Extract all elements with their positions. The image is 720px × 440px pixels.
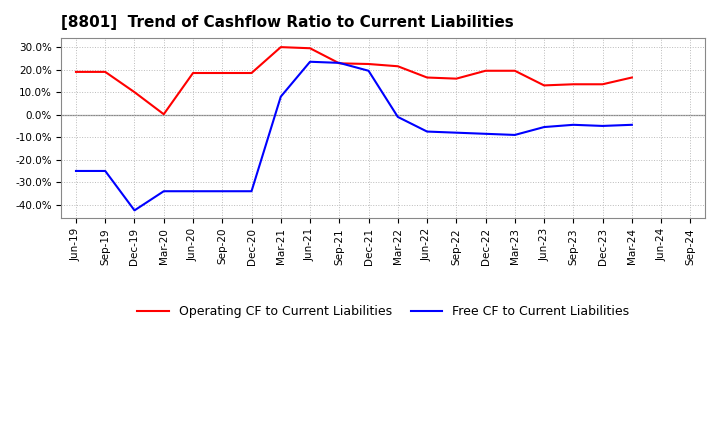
Line: Free CF to Current Liabilities: Free CF to Current Liabilities [76, 62, 632, 210]
Free CF to Current Liabilities [423, 129, 431, 134]
Free CF to Current Liabilities [510, 132, 519, 138]
Operating CF to Current Liabilities [189, 70, 197, 76]
Free CF to Current Liabilities [306, 59, 315, 64]
Free CF to Current Liabilities [159, 189, 168, 194]
Operating CF to Current Liabilities [452, 76, 461, 81]
Operating CF to Current Liabilities [276, 44, 285, 50]
Legend: Operating CF to Current Liabilities, Free CF to Current Liabilities: Operating CF to Current Liabilities, Fre… [132, 300, 634, 323]
Operating CF to Current Liabilities [569, 82, 577, 87]
Text: [8801]  Trend of Cashflow Ratio to Current Liabilities: [8801] Trend of Cashflow Ratio to Curren… [61, 15, 514, 30]
Operating CF to Current Liabilities [394, 64, 402, 69]
Operating CF to Current Liabilities [130, 89, 139, 95]
Free CF to Current Liabilities [569, 122, 577, 128]
Free CF to Current Liabilities [364, 68, 373, 73]
Operating CF to Current Liabilities [481, 68, 490, 73]
Free CF to Current Liabilities [218, 189, 227, 194]
Operating CF to Current Liabilities [218, 70, 227, 76]
Free CF to Current Liabilities [628, 122, 636, 128]
Free CF to Current Liabilities [394, 114, 402, 120]
Operating CF to Current Liabilities [247, 70, 256, 76]
Free CF to Current Liabilities [101, 169, 109, 174]
Operating CF to Current Liabilities [628, 75, 636, 80]
Operating CF to Current Liabilities [598, 82, 607, 87]
Free CF to Current Liabilities [452, 130, 461, 136]
Operating CF to Current Liabilities [540, 83, 549, 88]
Operating CF to Current Liabilities [364, 61, 373, 66]
Free CF to Current Liabilities [247, 189, 256, 194]
Free CF to Current Liabilities [598, 123, 607, 128]
Free CF to Current Liabilities [540, 125, 549, 130]
Free CF to Current Liabilities [276, 94, 285, 99]
Operating CF to Current Liabilities [72, 69, 81, 74]
Free CF to Current Liabilities [335, 60, 343, 66]
Free CF to Current Liabilities [130, 208, 139, 213]
Free CF to Current Liabilities [189, 189, 197, 194]
Free CF to Current Liabilities [481, 131, 490, 136]
Operating CF to Current Liabilities [159, 112, 168, 117]
Operating CF to Current Liabilities [335, 61, 343, 66]
Line: Operating CF to Current Liabilities: Operating CF to Current Liabilities [76, 47, 632, 114]
Operating CF to Current Liabilities [510, 68, 519, 73]
Operating CF to Current Liabilities [423, 75, 431, 80]
Operating CF to Current Liabilities [306, 46, 315, 51]
Free CF to Current Liabilities [72, 169, 81, 174]
Operating CF to Current Liabilities [101, 69, 109, 74]
